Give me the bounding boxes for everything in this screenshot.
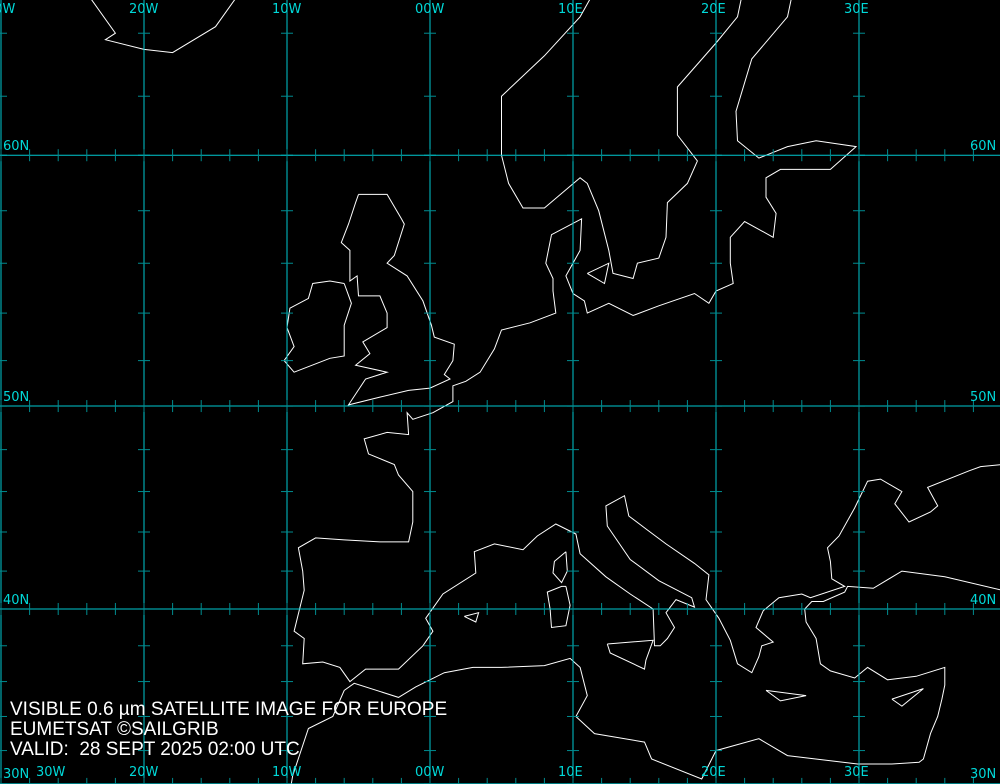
longitude-label-top: 10E xyxy=(558,2,583,17)
longitude-label-top: 30W xyxy=(0,2,16,17)
longitude-label-bottom: 10E xyxy=(558,765,583,780)
latitude-label-left: 40N xyxy=(3,592,30,608)
longitude-label-top: 30E xyxy=(844,2,869,17)
latitude-label-left: 30N xyxy=(3,767,30,782)
latitude-label-right: 30N xyxy=(970,767,997,782)
longitude-label-bottom: 30E xyxy=(844,765,869,780)
coastline-mallorca xyxy=(464,611,480,623)
coastline-mainland xyxy=(293,0,1000,683)
coastline-zealand xyxy=(587,262,610,285)
image-caption: VISIBLE 0.6 µm SATELLITE IMAGE FOR EUROP… xyxy=(10,700,447,760)
longitude-label-top: 20E xyxy=(701,2,726,17)
coastline-ireland xyxy=(283,280,352,373)
latitude-label-left: 60N xyxy=(3,139,30,155)
latitude-label-left: 50N xyxy=(3,390,30,406)
coastline-great-britain xyxy=(340,193,455,406)
longitude-label-top: 20W xyxy=(129,2,159,17)
longitude-label-bottom: 20E xyxy=(701,765,726,780)
longitude-label-bottom: 00W xyxy=(415,765,445,780)
coastline-crete xyxy=(765,689,807,702)
coastline-sardinia xyxy=(546,585,571,629)
longitude-label-top: 10W xyxy=(272,2,302,17)
caption-credit: EUMETSAT ©SAILGRIB xyxy=(10,719,219,740)
latitude-label-right: 50N xyxy=(970,390,997,406)
coastline-cyprus xyxy=(891,688,924,707)
coastline-iceland xyxy=(91,0,236,54)
longitude-label-top: 00W xyxy=(415,2,445,17)
longitude-label-bottom: 20W xyxy=(129,765,159,780)
longitude-label-bottom: 30W xyxy=(36,765,66,780)
caption-valid-time: VALID: 28 SEPT 2025 02:00 UTC xyxy=(10,739,300,760)
caption-title: VISIBLE 0.6 µm SATELLITE IMAGE FOR EUROP… xyxy=(10,699,448,720)
latitude-label-right: 40N xyxy=(970,592,997,608)
latitude-label-right: 60N xyxy=(970,139,997,155)
coastline-corsica xyxy=(552,551,568,584)
coastline-sicily xyxy=(606,639,654,670)
longitude-label-bottom: 10W xyxy=(272,765,302,780)
